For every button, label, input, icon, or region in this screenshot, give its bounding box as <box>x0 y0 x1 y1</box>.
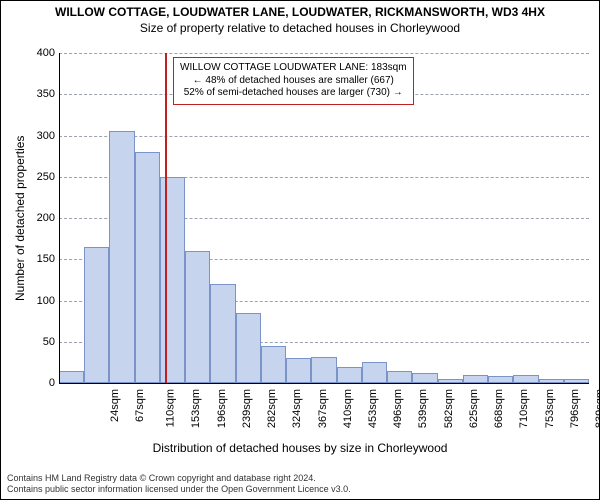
histogram-bar <box>210 284 235 383</box>
x-axis-line <box>59 383 589 384</box>
x-tick-label: 496sqm <box>392 389 404 428</box>
histogram-bar <box>286 358 311 383</box>
histogram-bar <box>261 346 286 383</box>
footer-line-2: Contains public sector information licen… <box>7 484 351 495</box>
histogram-bar <box>185 251 210 383</box>
x-axis-title: Distribution of detached houses by size … <box>1 441 599 455</box>
y-tick-label: 150 <box>15 253 55 265</box>
x-tick-label: 239sqm <box>241 389 253 428</box>
histogram-bar <box>135 152 160 383</box>
plot-area: 05010015020025030035040024sqm67sqm110sqm… <box>59 53 589 383</box>
y-tick-label: 200 <box>15 212 55 224</box>
x-tick-label: 24sqm <box>109 389 121 422</box>
y-tick-label: 400 <box>15 47 55 59</box>
histogram-bar <box>463 375 488 383</box>
annotation-line: 52% of semi-detached houses are larger (… <box>180 87 407 100</box>
chart-subtitle: Size of property relative to detached ho… <box>1 19 599 35</box>
histogram-bar <box>337 367 362 384</box>
footer-attribution: Contains HM Land Registry data © Crown c… <box>7 473 351 496</box>
x-tick-label: 282sqm <box>266 389 278 428</box>
x-tick-label: 67sqm <box>134 389 146 422</box>
y-tick-label: 50 <box>15 336 55 348</box>
histogram-bar <box>387 371 412 383</box>
y-tick-label: 0 <box>15 377 55 389</box>
x-tick-label: 110sqm <box>164 389 176 427</box>
x-tick-label: 668sqm <box>493 389 505 428</box>
y-tick-label: 300 <box>15 130 55 142</box>
y-tick-label: 350 <box>15 88 55 100</box>
x-tick-label: 453sqm <box>367 389 379 428</box>
property-marker-line <box>165 53 167 383</box>
annotation-box: WILLOW COTTAGE LOUDWATER LANE: 183sqm← 4… <box>173 57 414 105</box>
histogram-bar <box>412 373 437 383</box>
x-tick-label: 539sqm <box>418 389 430 428</box>
annotation-line: ← 48% of detached houses are smaller (66… <box>180 75 407 88</box>
histogram-bar <box>236 313 261 383</box>
x-tick-label: 196sqm <box>216 389 228 428</box>
chart-container: WILLOW COTTAGE, LOUDWATER LANE, LOUDWATE… <box>0 0 600 500</box>
x-tick-label: 324sqm <box>291 389 303 428</box>
histogram-bar <box>84 247 109 383</box>
x-tick-label: 796sqm <box>569 389 581 428</box>
histogram-bar <box>362 362 387 383</box>
chart-title: WILLOW COTTAGE, LOUDWATER LANE, LOUDWATE… <box>1 1 599 19</box>
histogram-bar <box>488 376 513 383</box>
x-tick-label: 153sqm <box>190 389 202 428</box>
y-tick-label: 100 <box>15 295 55 307</box>
histogram-bar <box>311 357 336 383</box>
footer-line-1: Contains HM Land Registry data © Crown c… <box>7 473 351 484</box>
x-tick-label: 753sqm <box>544 389 556 428</box>
histogram-bar <box>160 177 185 383</box>
x-tick-label: 839sqm <box>594 389 600 428</box>
histogram-bar <box>59 371 84 383</box>
x-tick-label: 410sqm <box>342 389 354 428</box>
x-tick-label: 710sqm <box>519 389 531 428</box>
y-axis-line <box>59 53 60 383</box>
annotation-line: WILLOW COTTAGE LOUDWATER LANE: 183sqm <box>180 62 407 75</box>
x-tick-label: 582sqm <box>443 389 455 428</box>
x-tick-label: 367sqm <box>317 389 329 428</box>
y-tick-label: 250 <box>15 171 55 183</box>
gridline <box>59 136 589 137</box>
histogram-bar <box>513 375 538 383</box>
gridline <box>59 53 589 54</box>
histogram-bar <box>109 131 134 383</box>
x-tick-label: 625sqm <box>468 389 480 428</box>
